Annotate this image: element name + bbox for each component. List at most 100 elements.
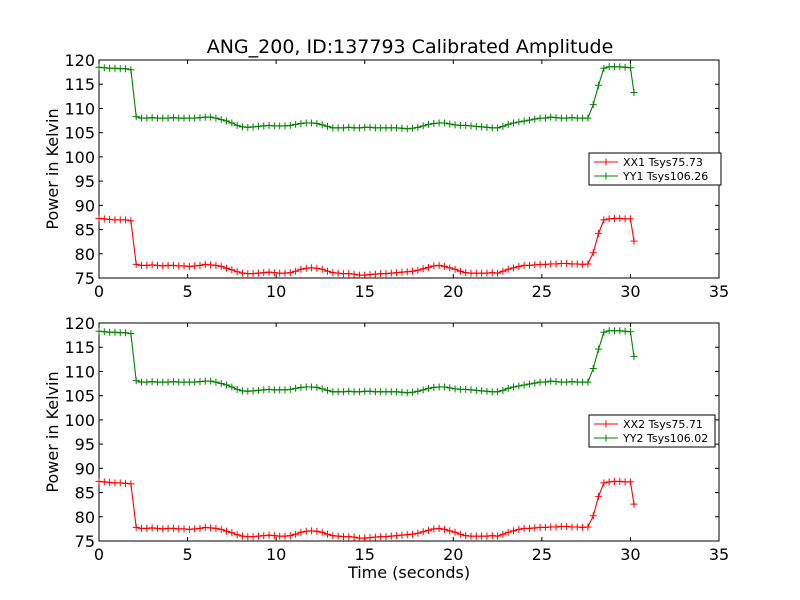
data-point-marker xyxy=(435,261,443,269)
data-point-marker xyxy=(630,88,638,96)
data-point-marker xyxy=(435,524,443,532)
data-point-marker xyxy=(223,381,231,389)
data-point-marker xyxy=(630,237,638,245)
y-tick-label: 95 xyxy=(75,172,95,191)
data-point-marker xyxy=(409,124,417,132)
data-point-marker xyxy=(515,525,523,533)
data-point-marker xyxy=(313,264,321,272)
data-point-marker xyxy=(419,265,427,273)
data-point-marker xyxy=(228,266,236,274)
data-point-marker xyxy=(626,328,634,336)
y-tick-label: 110 xyxy=(64,99,95,118)
data-point-marker xyxy=(584,523,592,531)
data-point-marker xyxy=(212,524,220,532)
x-tick-label: 0 xyxy=(94,545,104,564)
data-point-marker xyxy=(600,216,608,224)
x-tick-label: 20 xyxy=(443,545,463,564)
data-point-marker xyxy=(233,385,241,393)
data-point-marker xyxy=(132,523,140,531)
y-tick-label: 120 xyxy=(64,51,95,70)
y-tick-label: 105 xyxy=(64,387,95,406)
data-point-marker xyxy=(595,229,603,237)
data-point-marker xyxy=(499,530,507,538)
data-point-marker xyxy=(414,123,422,131)
data-point-marker xyxy=(212,378,220,386)
data-point-marker xyxy=(324,386,332,394)
data-point-marker xyxy=(286,532,294,540)
data-point-marker xyxy=(424,120,432,128)
data-point-marker xyxy=(510,527,518,535)
data-point-marker xyxy=(541,114,549,122)
data-point-marker xyxy=(541,378,549,386)
data-point-marker xyxy=(600,479,608,487)
data-point-marker xyxy=(515,262,523,270)
top-plot: 0 5 10 15 20 25 30 35 75 80 85 90 95 100 105 110 115 120 P… xyxy=(43,51,729,301)
data-point-marker xyxy=(440,262,448,270)
data-point-marker xyxy=(409,267,417,275)
data-point-marker xyxy=(494,532,502,540)
legend-box xyxy=(588,152,722,186)
y-tick-label: 95 xyxy=(75,435,95,454)
data-point-marker xyxy=(414,387,422,395)
data-point-marker xyxy=(630,352,638,360)
data-point-marker xyxy=(424,263,432,271)
data-point-marker xyxy=(228,119,236,127)
data-point-marker xyxy=(515,118,523,126)
data-point-marker xyxy=(196,524,204,532)
data-point-marker xyxy=(324,267,332,275)
data-point-marker xyxy=(122,65,130,73)
x-axis-label: Time (seconds) xyxy=(347,563,470,582)
data-point-marker xyxy=(324,530,332,538)
legend-entry-label: XX1 Tsys75.73 xyxy=(623,156,703,169)
data-point-marker xyxy=(297,265,305,273)
data-point-marker xyxy=(292,120,300,128)
x-tick-label: 10 xyxy=(266,282,286,301)
data-point-marker xyxy=(494,269,502,277)
data-point-marker xyxy=(630,500,638,508)
data-point-marker xyxy=(223,527,231,535)
data-point-marker xyxy=(531,379,539,387)
bottom-plot: 0 5 10 15 20 25 30 35 75 80 85 90 95 100 105 110 115 120 P… xyxy=(43,314,729,582)
data-point-marker xyxy=(504,265,512,273)
data-point-marker xyxy=(510,383,518,391)
data-point-marker xyxy=(196,261,204,269)
y-axis-label: Power in Kelvin xyxy=(43,371,62,492)
data-point-marker xyxy=(318,385,326,393)
chart-title: ANG_200, ID:137793 Calibrated Amplitude xyxy=(207,36,614,58)
data-point-marker xyxy=(626,478,634,486)
data-point-marker xyxy=(414,529,422,537)
data-point-marker xyxy=(584,260,592,268)
x-tick-label: 20 xyxy=(443,282,463,301)
y-tick-label: 85 xyxy=(75,484,95,503)
data-point-marker xyxy=(122,329,130,337)
data-point-marker xyxy=(313,383,321,391)
data-point-marker xyxy=(589,365,597,373)
data-point-marker xyxy=(584,378,592,386)
y-tick-label: 90 xyxy=(75,196,95,215)
data-point-marker xyxy=(223,117,231,125)
data-point-marker xyxy=(520,117,528,125)
x-tick-label: 30 xyxy=(620,545,640,564)
data-point-marker xyxy=(212,114,220,122)
data-point-marker xyxy=(313,119,321,127)
x-tick-label: 0 xyxy=(94,282,104,301)
y-tick-label: 105 xyxy=(64,124,95,143)
x-tick-label: 10 xyxy=(266,545,286,564)
data-point-marker xyxy=(286,269,294,277)
data-point-marker xyxy=(127,330,135,338)
data-point-marker xyxy=(520,381,528,389)
data-point-marker xyxy=(419,528,427,536)
data-point-marker xyxy=(440,383,448,391)
series-xx-group xyxy=(95,214,638,279)
data-point-marker xyxy=(233,531,241,539)
legend-entry-label: YY1 Tsys106.26 xyxy=(622,170,708,183)
data-point-marker xyxy=(228,529,236,537)
data-point-marker xyxy=(494,388,502,396)
data-point-marker xyxy=(504,120,512,128)
y-tick-label: 115 xyxy=(64,75,95,94)
data-point-marker xyxy=(409,388,417,396)
data-point-marker xyxy=(510,119,518,127)
